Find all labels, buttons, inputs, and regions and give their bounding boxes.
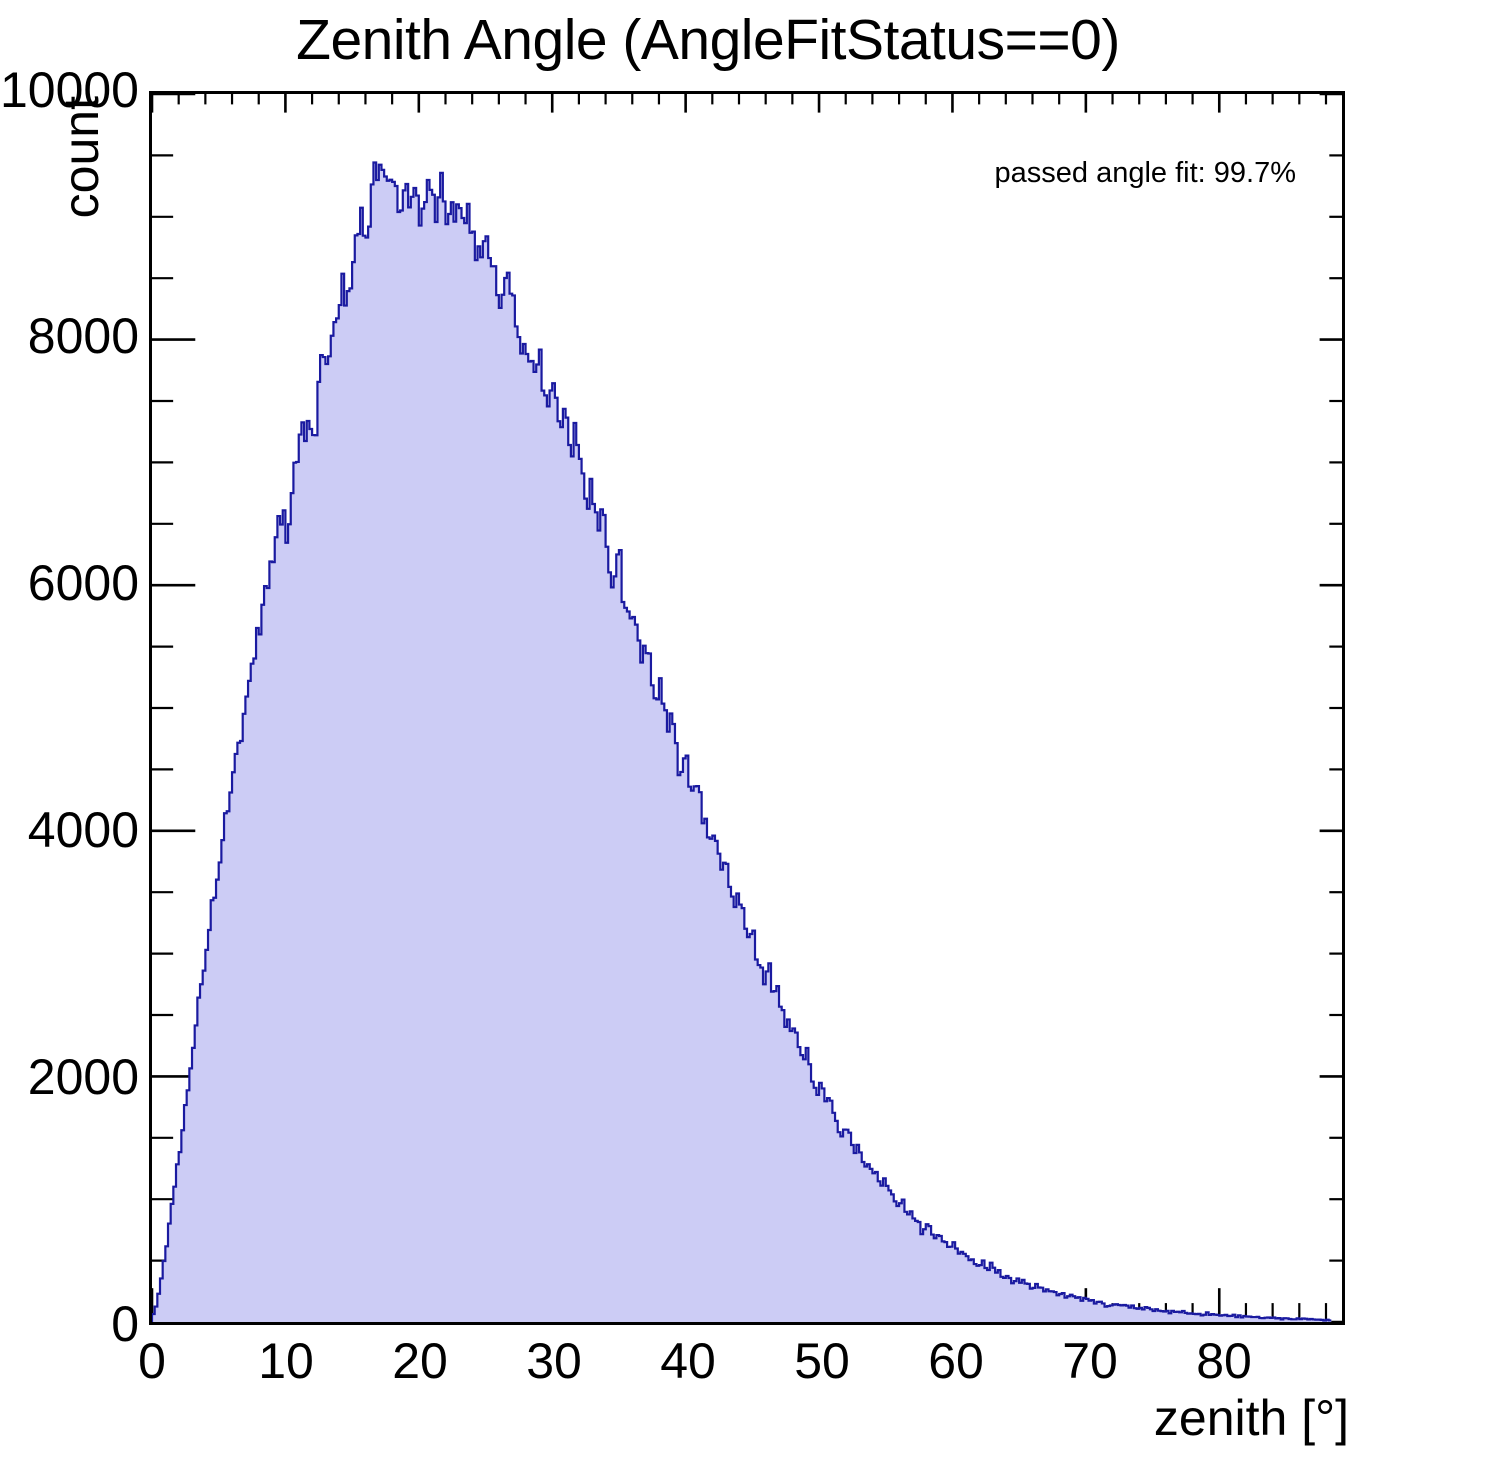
annotation-passed-angle-fit: passed angle fit: 99.7% <box>994 157 1296 189</box>
x-tick-label-0: 0 <box>138 1333 166 1389</box>
histogram-plot-area <box>152 94 1342 1322</box>
x-tick-label-60: 60 <box>928 1333 984 1389</box>
x-tick-label-50: 50 <box>794 1333 850 1389</box>
x-tick-label-30: 30 <box>526 1333 582 1389</box>
x-axis-title: zenith [°] <box>1153 1390 1349 1446</box>
y-tick-label-8000: 8000 <box>27 308 139 364</box>
y-tick-label-10000: 10000 <box>0 62 139 118</box>
x-tick-label-80: 80 <box>1196 1333 1252 1389</box>
x-tick-label-10: 10 <box>258 1333 314 1389</box>
y-tick-label-0: 0 <box>111 1296 139 1352</box>
y-tick-label-4000: 4000 <box>27 802 139 858</box>
histogram-fill <box>152 162 1332 1322</box>
y-tick-label-2000: 2000 <box>27 1049 139 1105</box>
x-tick-label-70: 70 <box>1062 1333 1118 1389</box>
plot-frame: passed angle fit: 99.7% <box>149 91 1345 1325</box>
histogram-outline <box>152 163 1331 1322</box>
x-tick-label-20: 20 <box>392 1333 448 1389</box>
x-tick-label-40: 40 <box>660 1333 716 1389</box>
y-tick-label-6000: 6000 <box>27 555 139 611</box>
page-title: Zenith Angle (AngleFitStatus==0) <box>296 8 1120 72</box>
